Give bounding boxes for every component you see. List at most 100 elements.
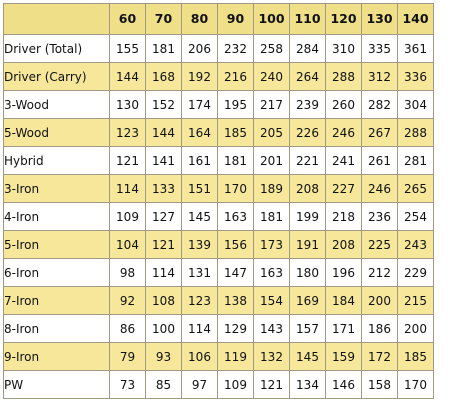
club-name-cell: 3-Iron xyxy=(3,174,110,203)
column-header: 140 xyxy=(397,3,434,35)
distance-cell: 121 xyxy=(145,230,182,259)
distance-cell: 138 xyxy=(217,286,254,315)
distance-cell: 144 xyxy=(109,62,146,91)
column-header: 70 xyxy=(145,3,182,35)
column-header: 130 xyxy=(361,3,398,35)
column-header: 90 xyxy=(217,3,254,35)
distance-cell: 131 xyxy=(181,258,218,287)
club-name-cell: 4-Iron xyxy=(3,202,110,231)
column-header: 80 xyxy=(181,3,218,35)
distance-cell: 145 xyxy=(289,342,326,371)
table-body: Driver (Total) 155 181 206 232 258 284 310 335 36… xyxy=(3,34,434,399)
distance-cell: 73 xyxy=(109,370,146,399)
distance-cell: 181 xyxy=(145,34,182,63)
header-row: 60 70 80 90 100 110 120 130 140 xyxy=(3,3,434,35)
club-name-cell: 8-Iron xyxy=(3,314,110,343)
distance-cell: 200 xyxy=(361,286,398,315)
table-row: 7-Iron 92 108 123 138 154 169 184 200 215 xyxy=(3,286,434,315)
corner-cell xyxy=(3,3,110,35)
distance-cell: 164 xyxy=(181,118,218,147)
distance-cell: 133 xyxy=(145,174,182,203)
distance-cell: 98 xyxy=(109,258,146,287)
distance-cell: 254 xyxy=(397,202,434,231)
distance-cell: 310 xyxy=(325,34,362,63)
distance-cell: 181 xyxy=(217,146,254,175)
distance-cell: 212 xyxy=(361,258,398,287)
distance-cell: 361 xyxy=(397,34,434,63)
distance-cell: 155 xyxy=(109,34,146,63)
distance-cell: 109 xyxy=(109,202,146,231)
distance-cell: 241 xyxy=(325,146,362,175)
distance-cell: 92 xyxy=(109,286,146,315)
table-row: Driver (Carry) 144 168 192 216 240 264 288 312 33… xyxy=(3,62,434,91)
distance-cell: 281 xyxy=(397,146,434,175)
distance-cell: 335 xyxy=(361,34,398,63)
distance-cell: 145 xyxy=(181,202,218,231)
distance-cell: 229 xyxy=(397,258,434,287)
distance-cell: 114 xyxy=(145,258,182,287)
distance-cell: 185 xyxy=(397,342,434,371)
distance-cell: 243 xyxy=(397,230,434,259)
distance-cell: 240 xyxy=(253,62,290,91)
distance-cell: 208 xyxy=(289,174,326,203)
distance-cell: 163 xyxy=(217,202,254,231)
distance-cell: 146 xyxy=(325,370,362,399)
distance-cell: 199 xyxy=(289,202,326,231)
distance-cell: 217 xyxy=(253,90,290,119)
club-name-cell: 9-Iron xyxy=(3,342,110,371)
club-name-cell: 6-Iron xyxy=(3,258,110,287)
distance-cell: 181 xyxy=(253,202,290,231)
table-row: 5-Iron 104 121 139 156 173 191 208 225 243 xyxy=(3,230,434,259)
distance-cell: 119 xyxy=(217,342,254,371)
distance-cell: 169 xyxy=(289,286,326,315)
distance-cell: 236 xyxy=(361,202,398,231)
distance-cell: 221 xyxy=(289,146,326,175)
club-name-cell: Driver (Total) xyxy=(3,34,110,63)
distance-cell: 264 xyxy=(289,62,326,91)
table-row: 6-Iron 98 114 131 147 163 180 196 212 229 xyxy=(3,258,434,287)
distance-cell: 147 xyxy=(217,258,254,287)
distance-cell: 144 xyxy=(145,118,182,147)
distance-cell: 85 xyxy=(145,370,182,399)
distance-cell: 151 xyxy=(181,174,218,203)
distance-cell: 109 xyxy=(217,370,254,399)
distance-cell: 180 xyxy=(289,258,326,287)
distance-cell: 246 xyxy=(325,118,362,147)
table-row: 5-Wood 123 144 164 185 205 226 246 267 288 xyxy=(3,118,434,147)
distance-cell: 225 xyxy=(361,230,398,259)
distance-cell: 163 xyxy=(253,258,290,287)
distance-cell: 158 xyxy=(361,370,398,399)
distance-cell: 139 xyxy=(181,230,218,259)
distance-cell: 123 xyxy=(109,118,146,147)
distance-cell: 191 xyxy=(289,230,326,259)
distance-cell: 174 xyxy=(181,90,218,119)
distance-cell: 196 xyxy=(325,258,362,287)
club-distance-table: 60 70 80 90 100 110 120 130 140 Driver (Total) 15… xyxy=(3,3,434,399)
column-header: 120 xyxy=(325,3,362,35)
table-row: PW 73 85 97 109 121 134 146 158 170 xyxy=(3,370,434,399)
distance-cell: 232 xyxy=(217,34,254,63)
distance-cell: 121 xyxy=(253,370,290,399)
distance-cell: 154 xyxy=(253,286,290,315)
distance-cell: 170 xyxy=(397,370,434,399)
distance-cell: 130 xyxy=(109,90,146,119)
distance-cell: 129 xyxy=(217,314,254,343)
distance-cell: 246 xyxy=(361,174,398,203)
distance-cell: 282 xyxy=(361,90,398,119)
distance-cell: 265 xyxy=(397,174,434,203)
distance-cell: 79 xyxy=(109,342,146,371)
column-header: 60 xyxy=(109,3,146,35)
club-name-cell: PW xyxy=(3,370,110,399)
distance-cell: 218 xyxy=(325,202,362,231)
distance-cell: 258 xyxy=(253,34,290,63)
distance-cell: 185 xyxy=(217,118,254,147)
distance-cell: 134 xyxy=(289,370,326,399)
table-container: 60 70 80 90 100 110 120 130 140 Driver (Total) 15… xyxy=(3,3,434,399)
distance-cell: 184 xyxy=(325,286,362,315)
distance-cell: 261 xyxy=(361,146,398,175)
distance-cell: 195 xyxy=(217,90,254,119)
distance-cell: 173 xyxy=(253,230,290,259)
distance-cell: 216 xyxy=(217,62,254,91)
club-name-cell: 7-Iron xyxy=(3,286,110,315)
distance-cell: 132 xyxy=(253,342,290,371)
